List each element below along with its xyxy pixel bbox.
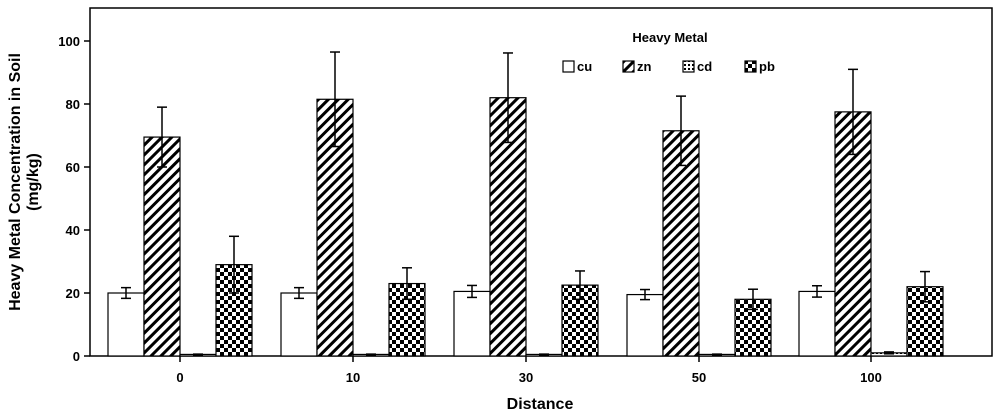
error-bar-pb-50 (748, 288, 758, 311)
y-tick-label: 20 (66, 286, 80, 301)
x-tick-label: 30 (519, 370, 533, 385)
y-tick-label: 40 (66, 223, 80, 238)
error-bar-cd-10 (366, 353, 376, 356)
legend-swatch-cd (682, 60, 695, 73)
legend-swatch-cu (562, 60, 575, 73)
legend-swatch-zn (622, 60, 635, 73)
legend-swatch-pb (744, 60, 757, 73)
bar-zn-50 (662, 130, 700, 357)
error-bar-zn-100 (848, 68, 858, 156)
error-bar-zn-10 (330, 51, 340, 148)
y-tick-label: 80 (66, 97, 80, 112)
bar-zn-0 (143, 136, 181, 357)
bar-pb-30 (561, 284, 599, 357)
bar-cu-100 (798, 290, 836, 357)
x-tick-label: 50 (692, 370, 706, 385)
y-tick-label: 100 (58, 34, 80, 49)
bar-cu-30 (453, 290, 491, 357)
y-tick-label: 0 (73, 349, 80, 364)
error-bar-zn-30 (503, 52, 513, 144)
legend-title: Heavy Metal (632, 30, 707, 45)
y-tick-label: 60 (66, 160, 80, 175)
legend-label-cu: cu (577, 59, 592, 74)
x-tick-label: 10 (346, 370, 360, 385)
x-axis-title: Distance (507, 396, 574, 413)
error-bars (121, 51, 930, 356)
bar-cu-50 (626, 293, 664, 357)
error-bar-pb-30 (575, 270, 585, 301)
bar-cu-0 (107, 292, 145, 357)
bar-pb-0 (215, 264, 253, 357)
error-bar-cd-50 (712, 353, 722, 356)
error-bar-zn-0 (157, 106, 167, 168)
error-bar-cd-100 (884, 351, 894, 355)
legend-label-pb: pb (759, 59, 775, 74)
y-axis-title-line-1: Heavy Metal Concentration in Soil (7, 53, 24, 311)
error-bar-zn-50 (676, 95, 686, 167)
error-bar-cu-30 (467, 284, 477, 299)
y-axis: 0 20 40 60 80 100 (58, 34, 90, 364)
legend-label-cd: cd (697, 59, 712, 74)
legend-label-zn: zn (637, 59, 652, 74)
x-tick-label: 0 (176, 370, 183, 385)
error-bar-cd-30 (539, 353, 549, 356)
bar-cu-10 (280, 292, 318, 357)
error-bar-cu-10 (294, 286, 304, 300)
legend: Heavy Metal cu zn cd pb (562, 30, 775, 74)
error-bar-pb-0 (229, 235, 239, 294)
x-tick-label: 100 (860, 370, 882, 385)
error-bar-cu-50 (640, 288, 650, 301)
error-bar-cu-0 (121, 286, 131, 300)
x-axis: 0 10 30 50 100 (176, 356, 882, 385)
error-bar-pb-100 (920, 270, 930, 303)
y-axis-title-line-2: (mg/kg) (25, 153, 42, 211)
error-bar-cd-0 (193, 353, 203, 356)
bars (107, 97, 944, 357)
error-bar-cu-100 (812, 285, 822, 298)
error-bar-pb-10 (402, 267, 412, 301)
